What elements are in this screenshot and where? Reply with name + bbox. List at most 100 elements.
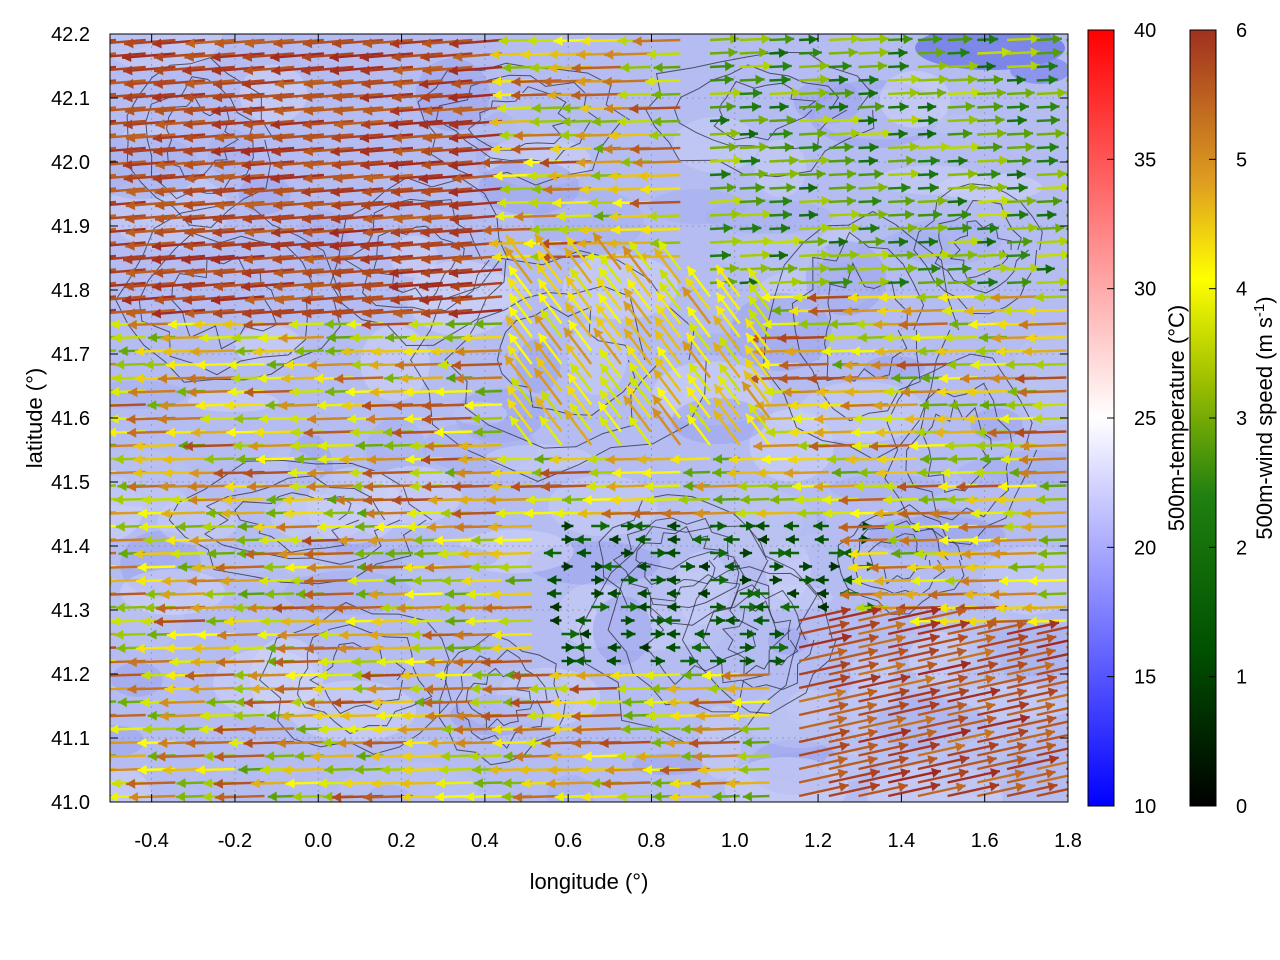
wind-vector-head <box>448 160 458 170</box>
wind-vector-head <box>617 35 627 46</box>
wind-vector-head <box>369 360 379 370</box>
wind-vector-head <box>470 413 480 424</box>
wind-vector-head <box>212 213 223 224</box>
wind-vector-head <box>68 711 77 721</box>
wind-vector-head <box>938 223 948 233</box>
wind-vector-head <box>151 254 162 265</box>
terrain-contour <box>922 398 992 494</box>
wind-vector-head <box>288 319 298 330</box>
wind-vector-head <box>96 590 105 600</box>
wind-vector-head <box>546 778 556 789</box>
wind-vector-head <box>716 305 726 316</box>
wind-vector-head <box>152 173 163 184</box>
wind-vector-head <box>572 724 582 735</box>
colorbar-tick-label: 2 <box>1236 537 1247 559</box>
wind-vector-head <box>758 534 767 545</box>
wind-vector-head <box>853 413 863 424</box>
wind-vector-head <box>626 629 636 639</box>
wind-vector-head <box>570 363 580 374</box>
wind-vector-head <box>812 47 822 58</box>
wind-vector-head <box>325 386 335 397</box>
wind-vector-head <box>301 241 311 251</box>
wind-vector-head <box>331 254 341 265</box>
wind-vector-head <box>181 254 191 265</box>
cold-patch <box>1010 56 1068 84</box>
wind-vector-head <box>598 293 608 304</box>
wind-vector-head <box>220 576 230 587</box>
wind-vectors <box>68 34 1087 802</box>
temperature-patch <box>289 680 417 742</box>
wind-vector-head <box>389 281 399 292</box>
wind-vector <box>110 335 117 339</box>
x-tick-label: -0.4 <box>134 830 168 852</box>
wind-vector-head <box>838 102 849 112</box>
wind-vector-head <box>160 333 170 344</box>
wind-vector <box>1036 720 1068 730</box>
wind-vector-head <box>789 169 799 179</box>
wind-vector-head <box>461 333 471 343</box>
wind-vector-head <box>726 468 736 478</box>
wind-vector-head <box>946 494 956 505</box>
wind-vector-head <box>422 65 432 76</box>
terrain-contour <box>234 492 360 553</box>
wind-vector <box>110 133 146 139</box>
wind-vector-head <box>777 333 787 344</box>
wind-vector-head <box>1030 34 1040 44</box>
wind-vector-head <box>401 765 411 775</box>
wind-vector-head <box>630 144 640 155</box>
wind-vector-head <box>453 657 463 668</box>
wind-vector-head <box>941 305 952 316</box>
wind-vector-head <box>575 642 585 653</box>
wind-vector <box>110 754 146 758</box>
wind-vector-head <box>93 228 102 238</box>
wind-vector-head <box>1077 782 1087 792</box>
wind-vector-head <box>492 737 502 748</box>
wind-vector-head <box>303 173 313 184</box>
wind-vector-head <box>599 267 609 278</box>
wind-vector <box>110 38 146 45</box>
wind-vector-head <box>993 101 1003 112</box>
terrain-contour <box>645 51 875 178</box>
wind-vector-head <box>137 764 147 775</box>
wind-vector <box>1036 639 1068 649</box>
wind-vector-head <box>752 88 763 99</box>
wind-vector-head <box>481 157 491 168</box>
wind-vector-head <box>595 575 604 585</box>
wind-vector-head <box>775 656 785 666</box>
wind-vector-head <box>969 60 979 71</box>
wind-vector-head <box>667 534 677 545</box>
wind-vector-head <box>1055 223 1065 234</box>
wind-vector-head <box>507 399 517 410</box>
wind-vector-head <box>962 223 972 234</box>
wind-vector-head <box>303 92 313 103</box>
wind-vector-head <box>371 778 381 789</box>
wind-vector-head <box>895 620 906 631</box>
wind-vector-head <box>449 119 459 130</box>
wind-vector-head <box>361 119 371 130</box>
wind-vector-head <box>698 588 708 599</box>
wind-vector <box>110 79 117 83</box>
wind-vector-head <box>898 48 908 58</box>
wind-vector-head <box>118 346 128 356</box>
wind-vector-head <box>242 213 252 224</box>
wind-vector-head <box>332 38 342 49</box>
wind-vector-head <box>126 186 136 197</box>
wind-vector-head <box>644 670 654 681</box>
wind-vector-head <box>1076 197 1085 207</box>
wind-vector-head <box>763 60 773 71</box>
wind-vector-head <box>607 238 617 249</box>
terrain-contour <box>435 74 600 164</box>
wind-vector <box>110 268 146 274</box>
x-tick-label: 0.0 <box>304 830 332 852</box>
wind-vector-head <box>359 133 370 143</box>
wind-vector-head <box>869 142 879 153</box>
wind-vector-head <box>899 61 909 72</box>
wind-vector-head <box>739 724 749 735</box>
wind-vector-head <box>1021 508 1031 519</box>
wind-vector-head <box>505 670 515 680</box>
wind-vector <box>110 187 117 191</box>
wind-vector-head <box>163 468 173 478</box>
wind-vector-head <box>882 128 892 139</box>
wind-vector-head <box>907 263 918 274</box>
wind-vector-head <box>489 49 499 60</box>
